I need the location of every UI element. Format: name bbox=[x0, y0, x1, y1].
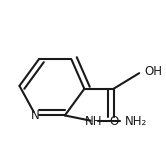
Text: N: N bbox=[31, 109, 40, 122]
Text: OH: OH bbox=[144, 65, 162, 78]
Text: NH: NH bbox=[85, 115, 103, 128]
Text: NH₂: NH₂ bbox=[125, 115, 147, 128]
Text: O: O bbox=[109, 115, 118, 128]
